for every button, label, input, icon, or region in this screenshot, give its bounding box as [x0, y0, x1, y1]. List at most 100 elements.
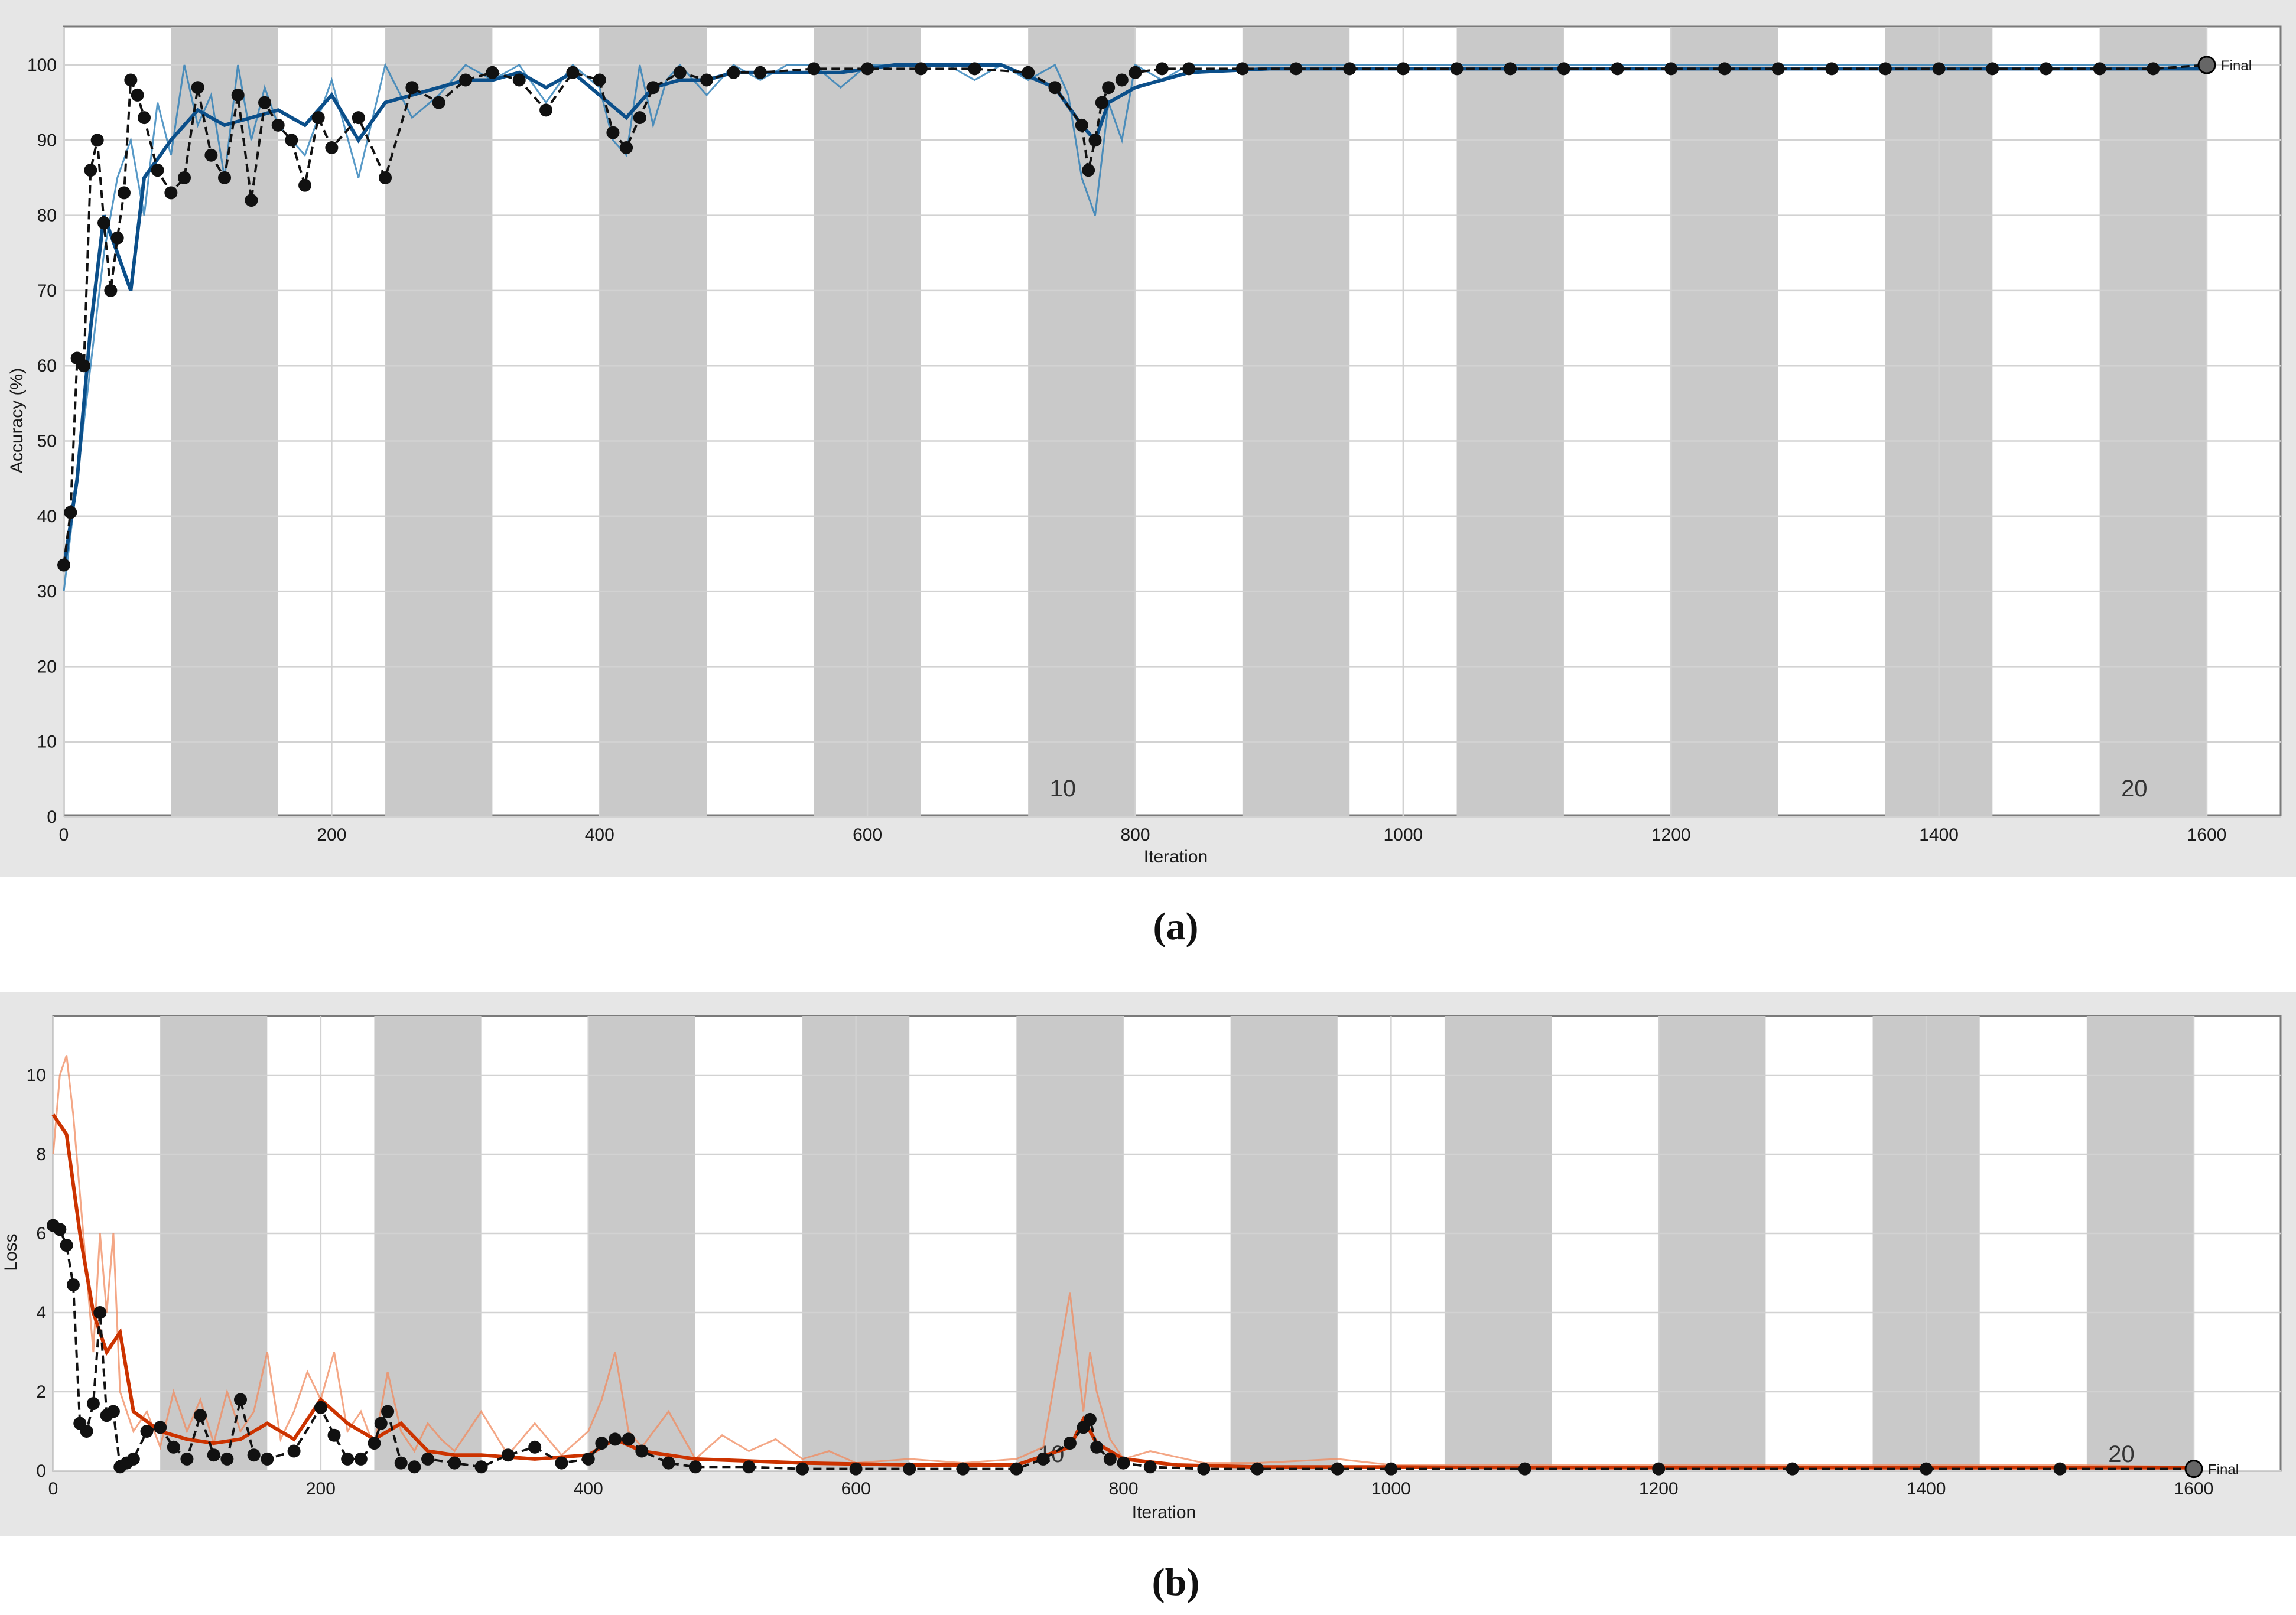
- accuracy-epoch-band: [1242, 27, 1350, 817]
- accuracy-epoch-band: [1456, 27, 1564, 817]
- loss-validation-point: [314, 1401, 327, 1414]
- loss-validation-point: [1117, 1456, 1130, 1470]
- loss-validation-point: [1197, 1462, 1211, 1476]
- loss-validation-point: [1250, 1462, 1264, 1476]
- loss-final-label: Final: [2208, 1462, 2239, 1478]
- accuracy-validation-point: [231, 88, 245, 102]
- loss-validation-point: [609, 1432, 622, 1446]
- loss-y-tick-label: 10: [27, 1066, 46, 1085]
- accuracy-validation-point: [606, 126, 620, 139]
- accuracy-validation-point: [432, 96, 445, 109]
- accuracy-y-tick-label: 90: [37, 131, 57, 150]
- accuracy-x-tick-label: 1400: [1919, 825, 1959, 845]
- loss-epoch-band: [1658, 1016, 1766, 1471]
- accuracy-validation-point: [1095, 96, 1108, 109]
- accuracy-validation-point: [1825, 62, 1839, 76]
- loss-validation-point: [448, 1456, 461, 1470]
- accuracy-validation-point: [1115, 73, 1129, 87]
- loss-validation-point: [528, 1440, 542, 1454]
- loss-validation-point: [662, 1456, 675, 1470]
- loss-validation-point: [394, 1456, 408, 1470]
- loss-x-tick-label: 200: [306, 1479, 336, 1499]
- loss-validation-point: [501, 1448, 515, 1462]
- loss-validation-point: [1103, 1452, 1117, 1466]
- loss-validation-point: [796, 1462, 809, 1476]
- accuracy-x-tick-label: 800: [1120, 825, 1150, 845]
- accuracy-validation-point: [620, 141, 633, 155]
- loss-validation-point: [688, 1460, 702, 1474]
- accuracy-validation-point: [807, 62, 821, 76]
- accuracy-validation-point: [104, 284, 118, 297]
- loss-validation-point: [261, 1452, 274, 1466]
- accuracy-validation-point: [118, 186, 131, 200]
- loss-validation-point: [555, 1456, 568, 1470]
- accuracy-validation-point: [459, 73, 473, 87]
- accuracy-epoch-band: [1028, 27, 1136, 817]
- accuracy-validation-point: [84, 164, 97, 177]
- accuracy-validation-point: [1022, 66, 1035, 79]
- accuracy-y-tick-label: 20: [37, 657, 57, 676]
- loss-validation-point: [1384, 1462, 1398, 1476]
- accuracy-validation-point: [1235, 62, 1249, 76]
- loss-x-tick-label: 1000: [1371, 1479, 1411, 1499]
- accuracy-validation-point: [968, 62, 981, 76]
- loss-validation-point: [234, 1393, 248, 1406]
- accuracy-validation-point: [1771, 62, 1785, 76]
- accuracy-x-tick-label: 400: [585, 825, 614, 845]
- accuracy-validation-point: [64, 506, 77, 519]
- accuracy-validation-point: [700, 73, 714, 87]
- loss-training-series: [52, 1055, 2194, 1468]
- loss-validation-point: [1331, 1462, 1344, 1476]
- accuracy-validation-point: [298, 178, 312, 192]
- accuracy-validation-point: [1878, 62, 1892, 76]
- accuracy-validation-point: [646, 81, 660, 95]
- loss-y-tick-label: 0: [36, 1461, 46, 1481]
- accuracy-validation-point: [1504, 62, 1517, 76]
- accuracy-y-tick-label: 80: [37, 206, 57, 226]
- accuracy-validation-point: [164, 186, 178, 200]
- loss-final-marker: [2184, 1460, 2203, 1479]
- accuracy-epoch-band: [385, 27, 493, 817]
- loss-validation-point: [194, 1409, 207, 1422]
- accuracy-validation-point: [57, 558, 70, 572]
- loss-validation-point: [742, 1460, 756, 1474]
- loss-x-tick-label: 400: [574, 1479, 603, 1499]
- accuracy-y-axis-label: Accuracy (%): [7, 368, 27, 473]
- loss-validation-point: [374, 1417, 388, 1430]
- loss-y-tick-label: 8: [36, 1145, 46, 1164]
- loss-validation-point: [140, 1425, 154, 1438]
- accuracy-validation-point: [1343, 62, 1357, 76]
- loss-validation-point: [86, 1397, 100, 1411]
- accuracy-validation-point: [245, 194, 258, 207]
- loss-validation-point: [167, 1440, 180, 1454]
- loss-x-axis-label: Iteration: [1132, 1503, 1196, 1522]
- accuracy-validation-point: [325, 141, 339, 155]
- loss-validation-point: [1518, 1462, 1531, 1476]
- accuracy-training-series: [63, 62, 2207, 592]
- accuracy-y-tick-label: 60: [37, 356, 57, 376]
- accuracy-validation-point: [727, 66, 740, 79]
- accuracy-validation-point: [1088, 134, 1102, 147]
- loss-validation-point: [60, 1239, 73, 1252]
- accuracy-validation-point: [110, 231, 124, 245]
- loss-validation-point: [327, 1428, 341, 1442]
- loss-validation-point: [1090, 1440, 1104, 1454]
- loss-validation-point: [1083, 1412, 1097, 1426]
- accuracy-validation-point: [191, 81, 204, 95]
- accuracy-validation-point: [1718, 62, 1731, 76]
- loss-epoch-band: [2086, 1016, 2194, 1471]
- accuracy-validation-point: [1155, 62, 1169, 76]
- accuracy-validation-point: [1664, 62, 1678, 76]
- loss-x-tick-label: 600: [841, 1479, 871, 1499]
- accuracy-epoch-number: 20: [2121, 776, 2148, 802]
- accuracy-validation-point: [204, 148, 218, 162]
- accuracy-validation-point: [124, 73, 138, 87]
- accuracy-validation-point: [1396, 62, 1410, 76]
- accuracy-validation-point: [633, 111, 646, 125]
- accuracy-validation-point: [1557, 62, 1570, 76]
- loss-validation-point: [80, 1425, 93, 1438]
- accuracy-final-marker: [2197, 56, 2216, 74]
